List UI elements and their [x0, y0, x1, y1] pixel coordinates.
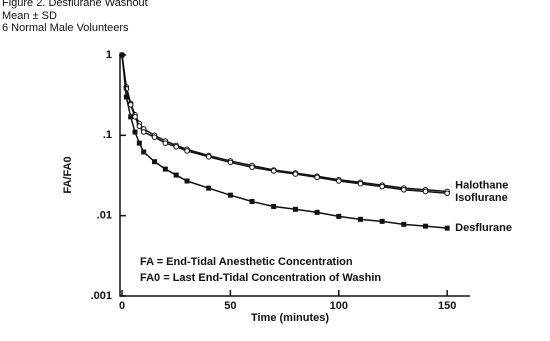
x-axis-label: Time (minutes)	[251, 312, 329, 324]
marker	[162, 140, 169, 146]
marker	[292, 206, 298, 212]
y-axis-label: FA/FA0	[62, 156, 74, 193]
marker	[136, 123, 143, 129]
marker	[336, 213, 342, 219]
marker	[314, 209, 320, 215]
marker	[132, 114, 138, 120]
marker	[314, 174, 320, 181]
annotation: FA = End-Tidal Anesthetic Concentration	[140, 256, 353, 268]
marker	[173, 172, 179, 178]
marker	[444, 190, 450, 197]
marker	[119, 52, 125, 58]
marker	[132, 129, 138, 135]
chart-title: Figure 2. Desflurane Washout	[2, 0, 148, 9]
marker	[152, 159, 158, 165]
marker	[292, 171, 299, 177]
marker	[335, 178, 342, 184]
marker	[184, 178, 190, 184]
annotation: FA0 = Last End-Tidal Concentration of Wa…	[140, 272, 381, 284]
marker	[140, 129, 147, 135]
marker	[249, 164, 255, 171]
marker	[205, 154, 212, 160]
marker	[357, 216, 363, 222]
marker	[128, 114, 134, 120]
series-label: Halothane	[455, 179, 508, 191]
marker	[227, 192, 233, 198]
marker	[271, 204, 277, 210]
marker	[136, 140, 142, 146]
marker	[249, 199, 255, 205]
marker	[184, 148, 190, 154]
marker	[401, 186, 407, 193]
marker	[379, 183, 385, 190]
x-tick-label: 50	[224, 300, 236, 312]
x-tick-label: 0	[119, 300, 125, 312]
marker	[151, 134, 158, 140]
y-tick-label: .1	[103, 129, 112, 141]
x-tick-label: 100	[330, 300, 348, 312]
series-line	[121, 54, 448, 195]
marker	[141, 149, 147, 155]
marker	[206, 185, 212, 191]
subtitle: Mean ± SD	[2, 10, 57, 22]
series-label: Desflurane	[455, 222, 512, 234]
marker	[270, 168, 277, 174]
note: 6 Normal Male Volunteers	[2, 22, 129, 34]
marker	[401, 221, 407, 227]
y-tick-label: .001	[91, 290, 112, 302]
y-tick-label: .01	[97, 210, 112, 222]
y-tick-label: 1	[106, 49, 112, 61]
marker	[162, 166, 168, 172]
marker	[357, 180, 364, 187]
series-line	[121, 54, 448, 193]
marker	[444, 225, 450, 231]
marker	[173, 143, 179, 150]
series-line	[121, 54, 448, 229]
marker	[379, 218, 385, 224]
series-label: Isoflurane	[455, 192, 508, 204]
x-tick-label: 150	[438, 300, 456, 312]
marker	[227, 159, 234, 166]
marker	[123, 94, 129, 100]
marker	[422, 223, 428, 229]
marker	[422, 188, 429, 195]
